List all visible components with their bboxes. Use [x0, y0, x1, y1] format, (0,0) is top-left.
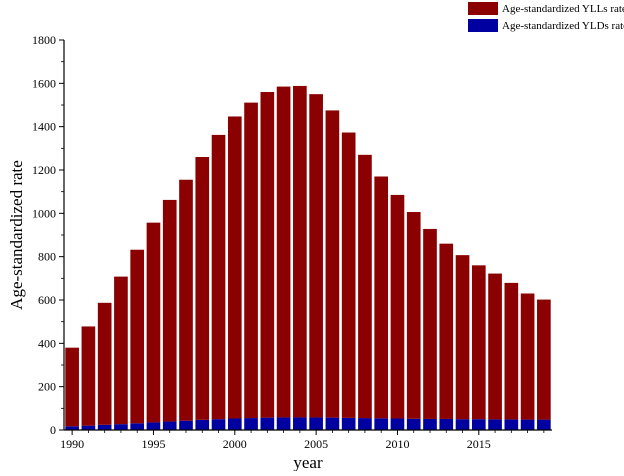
bar-ylds-1991 [81, 425, 96, 430]
bar-ylds-1993 [114, 424, 128, 430]
bar-ylls-1996 [162, 199, 177, 422]
bar-ylls-2001 [244, 102, 258, 419]
bar-ylls-2002 [260, 92, 275, 418]
bar-ylds-2010 [390, 418, 405, 430]
y-tick-label: 800 [38, 250, 56, 264]
bar-ylls-1995 [146, 222, 161, 423]
bars-group [65, 85, 551, 430]
bar-ylls-2006 [325, 110, 340, 418]
legend-label-ylls: Age-standardized YLLs rate [502, 3, 624, 15]
bar-ylls-2014 [455, 255, 470, 420]
bar-ylls-2019 [537, 299, 551, 420]
legend: Age-standardized YLLs rate Age-standardiz… [468, 2, 624, 32]
bar-ylls-2008 [358, 154, 372, 419]
bar-ylls-1991 [81, 326, 96, 426]
bar-ylds-1998 [195, 419, 210, 430]
bar-ylds-2005 [309, 417, 323, 430]
bar-ylds-2003 [276, 417, 291, 430]
y-tick-label: 1200 [32, 163, 56, 177]
bar-ylls-2013 [439, 243, 454, 419]
legend-swatch-ylds [468, 19, 498, 32]
y-tick-label: 200 [38, 380, 56, 394]
x-axis-title: year [293, 453, 323, 471]
bar-ylds-2017 [504, 419, 519, 430]
x-tick-label: 1990 [60, 437, 84, 451]
bar-ylds-2016 [488, 419, 502, 430]
bar-ylds-1999 [211, 419, 226, 430]
bar-ylds-1994 [130, 423, 145, 430]
bar-ylls-1993 [114, 276, 128, 425]
bar-ylds-2014 [455, 419, 470, 430]
y-tick-label: 0 [50, 423, 56, 437]
bar-ylds-2009 [374, 418, 389, 430]
bar-ylds-2001 [244, 418, 258, 430]
bar-ylls-2012 [423, 228, 437, 419]
bar-ylls-1990 [65, 347, 79, 427]
x-tick-label: 2000 [223, 437, 247, 451]
y-axis-title: Age-standardized rate [7, 160, 26, 310]
bar-ylls-2005 [309, 94, 323, 418]
bar-ylds-2007 [341, 417, 356, 430]
bar-ylls-2011 [406, 212, 421, 419]
x-tick-label: 2010 [385, 437, 409, 451]
x-tick-label: 2015 [467, 437, 491, 451]
legend-label-ylds: Age-standardized YLDs rate [502, 20, 624, 32]
legend-swatch-ylls [468, 2, 498, 15]
bar-ylds-1995 [146, 422, 161, 430]
bar-ylls-1997 [179, 179, 193, 421]
bar-ylds-2018 [520, 419, 535, 430]
bar-ylls-2004 [293, 85, 307, 418]
y-tick-label: 1000 [32, 206, 56, 220]
bar-ylls-2009 [374, 176, 389, 419]
y-tick-label: 1400 [32, 120, 56, 134]
bar-ylls-2017 [504, 282, 519, 420]
bar-ylls-1994 [130, 249, 145, 424]
bar-ylls-2000 [227, 116, 242, 419]
bar-ylls-1992 [97, 302, 112, 425]
x-tick-label: 1995 [141, 437, 165, 451]
bar-ylls-2015 [471, 265, 486, 420]
y-tick-label: 400 [38, 336, 56, 350]
bar-ylds-2006 [325, 417, 340, 430]
bar-ylds-1997 [179, 420, 193, 430]
bar-ylls-1999 [211, 134, 226, 420]
axes-group: 0 200 400 600 800 1000 1200 1400 1600 1800 1990 199… [7, 33, 552, 472]
bar-ylds-2013 [439, 418, 454, 430]
bar-ylds-2008 [358, 418, 372, 430]
bar-ylds-2015 [471, 419, 486, 430]
bar-ylls-2010 [390, 194, 405, 419]
bar-ylls-2018 [520, 293, 535, 420]
bar-ylds-2000 [227, 418, 242, 430]
bar-ylls-2016 [488, 273, 502, 420]
y-tick-label: 600 [38, 293, 56, 307]
bar-ylds-1996 [162, 421, 177, 430]
bar-ylds-2012 [423, 418, 437, 430]
y-tick-label: 1600 [32, 76, 56, 90]
bar-ylds-2019 [537, 419, 551, 430]
bar-ylls-1998 [195, 157, 210, 420]
bar-ylls-2003 [276, 86, 291, 418]
bar-ylds-1992 [97, 424, 112, 430]
bar-ylds-1990 [65, 426, 79, 430]
bar-ylds-2004 [293, 417, 307, 430]
bar-ylls-2007 [341, 132, 356, 418]
bar-ylds-2002 [260, 417, 275, 430]
x-tick-label: 2005 [304, 437, 328, 451]
y-tick-label: 1800 [32, 33, 56, 47]
bar-ylds-2011 [406, 418, 421, 430]
